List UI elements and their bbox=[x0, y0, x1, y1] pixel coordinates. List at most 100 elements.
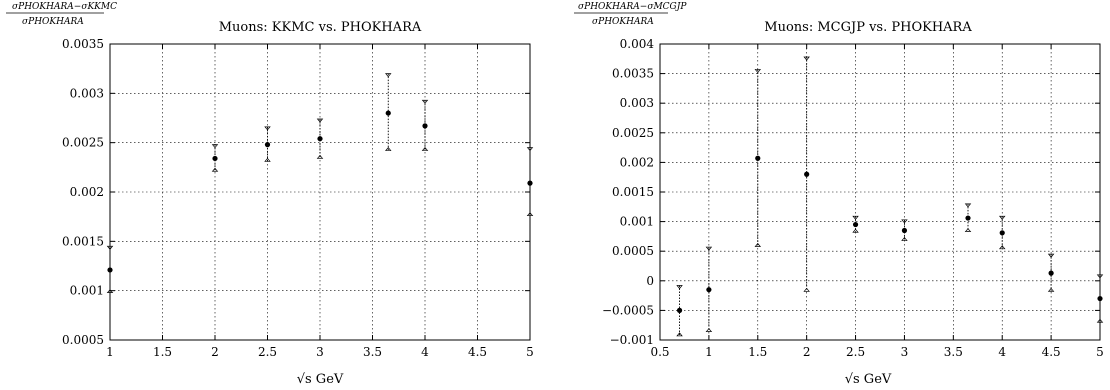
kkmc-data-point bbox=[385, 110, 391, 116]
kkmc-error-cap-upper bbox=[526, 147, 534, 152]
mcgjp-ytick-label: 0 bbox=[646, 274, 654, 288]
kkmc-data-point bbox=[317, 136, 323, 142]
kkmc-ylabel-numerator: σPHOKHARA−σKKMC bbox=[12, 2, 117, 12]
mcgjp-error-cap-lower bbox=[901, 236, 908, 241]
mcgjp-error-cap-upper bbox=[754, 69, 762, 74]
mcgjp-error-cap-upper bbox=[1096, 274, 1104, 279]
mcgjp-ytick-label: 0.003 bbox=[620, 96, 654, 110]
mcgjp-data-point bbox=[965, 215, 971, 221]
kkmc-data-point bbox=[264, 142, 271, 148]
kkmc-error-cap-lower bbox=[211, 167, 219, 172]
mcgjp-ytick-label: 0.0015 bbox=[612, 185, 654, 199]
kkmc-xaxis-label: √s GeV bbox=[297, 372, 344, 387]
mcgjp-plot-frame bbox=[659, 43, 1101, 341]
kkmc-ytick-label: 0.002 bbox=[70, 185, 104, 199]
mcgjp-error-cap-lower bbox=[1096, 318, 1104, 323]
mcgjp-xtick-label: 2.5 bbox=[846, 345, 865, 359]
mcgjp-error-cap-lower bbox=[964, 228, 972, 233]
mcgjp-error-cap-upper bbox=[705, 246, 713, 251]
mcgjp-error-cap-lower bbox=[852, 228, 859, 233]
kkmc-data-point bbox=[527, 180, 533, 186]
mcgjp-xtick-label: 5 bbox=[1096, 345, 1104, 359]
mcgjp-data-point bbox=[901, 227, 908, 234]
mcgjp-error-cap-upper bbox=[1047, 253, 1055, 258]
mcgjp-data-point bbox=[706, 287, 712, 293]
kkmc-xtick-label: 4.5 bbox=[468, 345, 487, 359]
mcgjp-error-cap-upper bbox=[803, 56, 810, 61]
mcgjp-error-cap-upper bbox=[964, 203, 972, 208]
mcgjp-error-cap-lower bbox=[803, 287, 810, 292]
mcgjp-error-cap-upper bbox=[901, 219, 908, 224]
mcgjp-xtick-label: 3 bbox=[901, 345, 909, 359]
mcgjp-xaxis-label: √s GeV bbox=[845, 372, 892, 387]
mcgjp-ytick-label: −0.001 bbox=[610, 333, 654, 347]
mcgjp-xtick-label: 3.5 bbox=[944, 345, 963, 359]
kkmc-ytick-label: 0.0035 bbox=[62, 37, 104, 51]
kkmc-data-point bbox=[212, 155, 218, 162]
mcgjp-error-cap-lower bbox=[1047, 287, 1055, 292]
kkmc-ytick-label: 0.0025 bbox=[62, 136, 104, 150]
mcgjp-xtick-label: 0.5 bbox=[650, 345, 669, 359]
kkmc-plot-area: 1 1.5 2 2.5 3 3.5 4 4.5 5 0.0005 0.001 0.0015 0.002 0… bbox=[62, 37, 534, 359]
mcgjp-ytick-label: 0.0035 bbox=[612, 67, 654, 81]
kkmc-xtick-label: 1.5 bbox=[153, 345, 172, 359]
kkmc-xtick-label: 1 bbox=[106, 345, 114, 359]
mcgjp-ytick-label: 0.002 bbox=[620, 155, 654, 169]
mcgjp-xtick-label: 4 bbox=[998, 345, 1006, 359]
mcgjp-data-point bbox=[999, 230, 1005, 236]
mcgjp-xtick-label: 1.5 bbox=[748, 345, 767, 359]
kkmc-ytick-label: 0.0015 bbox=[62, 234, 104, 248]
kkmc-error-cap-upper bbox=[211, 144, 219, 149]
kkmc-plot-frame bbox=[109, 43, 531, 341]
mcgjp-ytick-label: 0.004 bbox=[620, 37, 655, 51]
kkmc-error-cap-lower bbox=[421, 147, 429, 151]
kkmc-xtick-label: 5 bbox=[526, 345, 534, 359]
mcgjp-data-point bbox=[676, 307, 683, 313]
mcgjp-error-cap-lower bbox=[754, 242, 762, 247]
kkmc-error-cap-lower bbox=[385, 147, 392, 151]
kkmc-xtick-label: 2.5 bbox=[258, 345, 277, 359]
mcgjp-ylabel-denominator: σPHOKHARA bbox=[592, 17, 654, 27]
mcgjp-chart: σPHOKHARA−σMCGJP σPHOKHARA Muons: MCGJP … bbox=[574, 2, 1104, 387]
mcgjp-error-cap-lower bbox=[676, 332, 683, 337]
mcgjp-data-point bbox=[1097, 295, 1103, 302]
mcgjp-xtick-label: 2 bbox=[803, 345, 811, 359]
kkmc-error-cap-upper bbox=[385, 73, 392, 78]
kkmc-error-cap-upper bbox=[264, 126, 271, 131]
kkmc-data-point bbox=[422, 123, 428, 129]
kkmc-data-point bbox=[107, 267, 113, 273]
mcgjp-ylabel-numerator: σPHOKHARA−σMCGJP bbox=[578, 2, 687, 12]
kkmc-xtick-label: 3 bbox=[316, 345, 324, 359]
mcgjp-ytick-label: 0.0025 bbox=[612, 126, 654, 140]
mcgjp-plot-area: 0.5 1 1.5 2 2.5 3 3.5 4 4.5 5 −0.001 −0.0005 0 0.0005… bbox=[602, 37, 1104, 359]
kkmc-xtick-label: 4 bbox=[421, 345, 429, 359]
kkmc-chart: σPHOKHARA−σKKMC σPHOKHARA Muons: KKMC vs… bbox=[6, 2, 534, 387]
mcgjp-ytick-label: −0.0005 bbox=[602, 303, 654, 317]
mcgjp-data-point bbox=[804, 171, 810, 177]
mcgjp-data-point bbox=[755, 155, 761, 161]
mcgjp-error-cap-lower bbox=[998, 245, 1006, 250]
kkmc-error-cap-lower bbox=[106, 289, 114, 293]
mcgjp-ytick-label: 0.0005 bbox=[612, 244, 654, 258]
kkmc-ytick-label: 0.0005 bbox=[62, 333, 104, 347]
kkmc-error-cap-upper bbox=[316, 118, 324, 123]
kkmc-error-cap-upper bbox=[106, 245, 114, 250]
kkmc-xtick-label: 3.5 bbox=[363, 345, 382, 359]
mcgjp-ytick-label: 0.001 bbox=[620, 215, 654, 229]
kkmc-error-cap-lower bbox=[264, 157, 271, 162]
mcgjp-chart-title: Muons: MCGJP vs. PHOKHARA bbox=[764, 20, 972, 35]
mcgjp-error-cap-upper bbox=[852, 215, 859, 220]
kkmc-xtick-label: 2 bbox=[211, 345, 219, 359]
mcgjp-error-cap-upper bbox=[676, 285, 683, 290]
kkmc-error-cap-lower bbox=[316, 154, 324, 159]
kkmc-ytick-label: 0.003 bbox=[70, 86, 104, 100]
kkmc-error-cap-lower bbox=[526, 212, 534, 217]
mcgjp-xtick-label: 4.5 bbox=[1042, 345, 1061, 359]
mcgjp-error-cap-lower bbox=[705, 328, 713, 333]
kkmc-ylabel-denominator: σPHOKHARA bbox=[22, 17, 84, 27]
kkmc-error-cap-upper bbox=[421, 99, 429, 104]
mcgjp-data-point bbox=[852, 221, 859, 228]
kkmc-chart-title: Muons: KKMC vs. PHOKHARA bbox=[219, 20, 422, 35]
mcgjp-xtick-label: 1 bbox=[705, 345, 713, 359]
